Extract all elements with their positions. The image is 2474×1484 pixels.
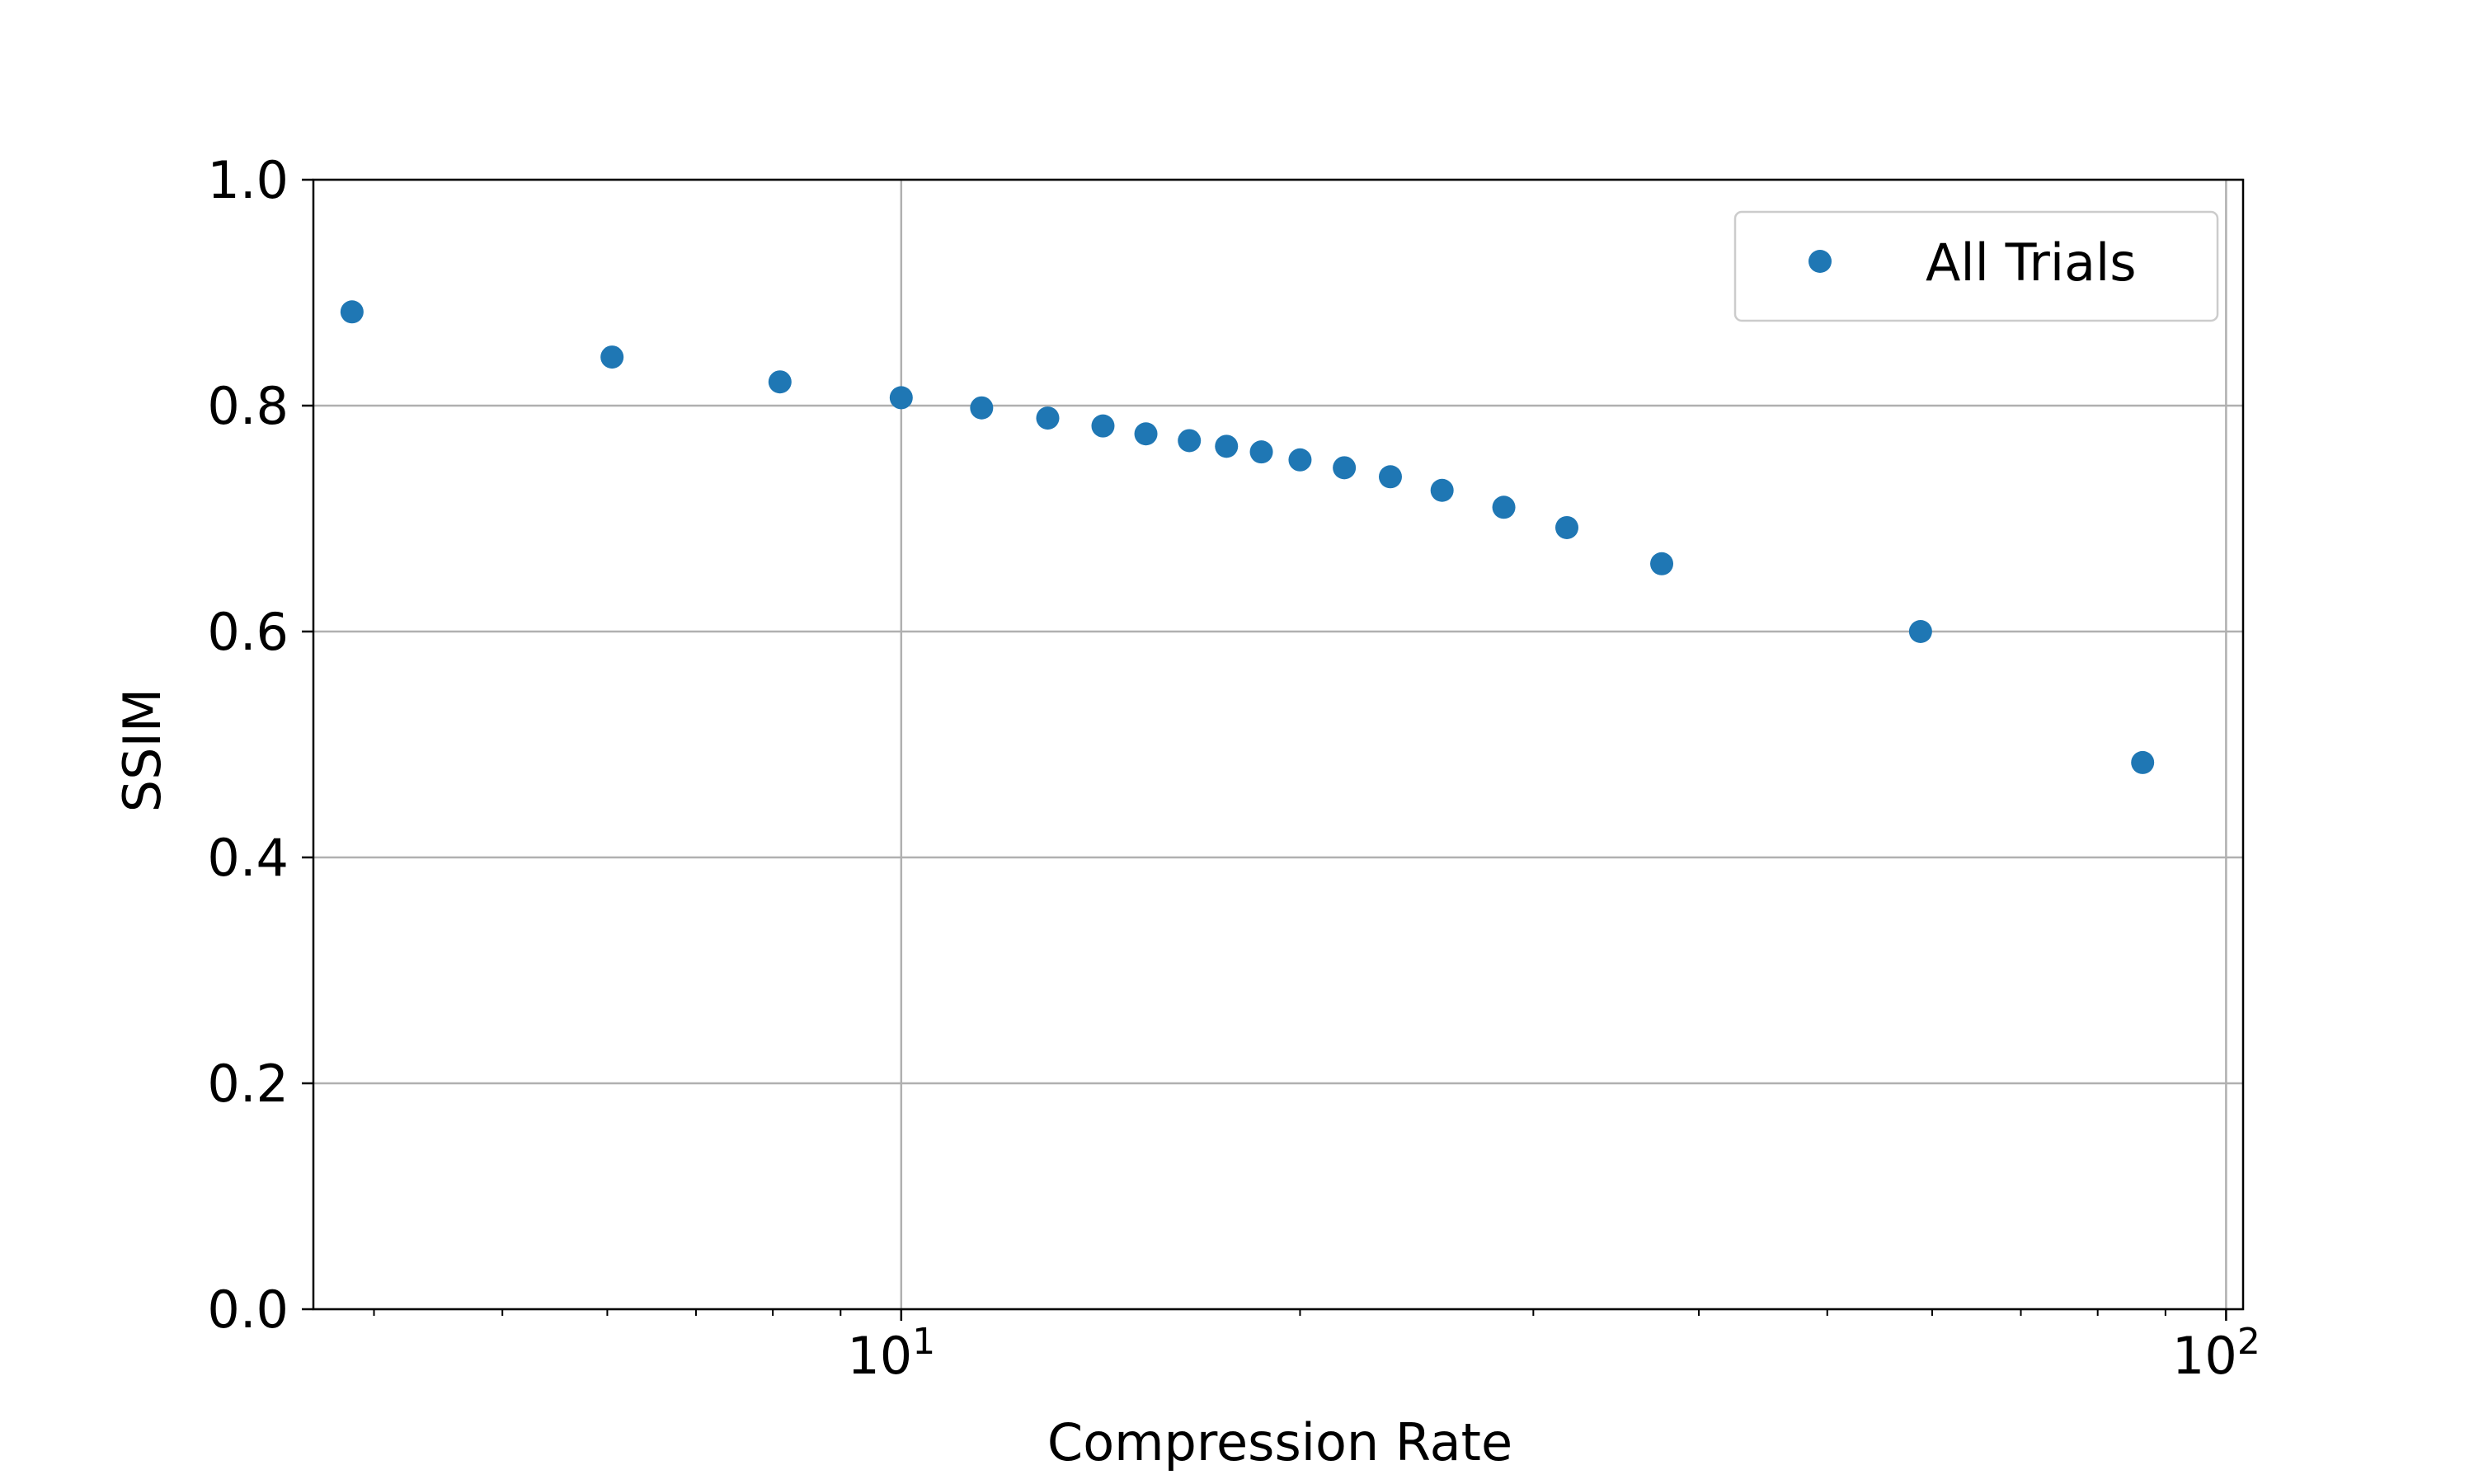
data-point [1178, 429, 1202, 453]
axis-ticks: 0.0 0.2 0.4 0.6 0.8 1.0 101 102 [207, 150, 2260, 1386]
data-point [1378, 465, 1402, 489]
data-point [340, 300, 364, 324]
y-tick-label: 1.0 [207, 150, 289, 210]
data-point [1554, 515, 1578, 539]
data-point [889, 386, 913, 410]
data-point [1036, 406, 1060, 430]
plot-area-frame [312, 178, 2245, 1311]
y-tick-label: 0.2 [207, 1054, 289, 1114]
y-tick-label: 0.8 [207, 376, 289, 436]
x-axis-label: Compression Rate [1047, 1412, 1512, 1472]
data-point [1288, 448, 1312, 472]
data-point [1908, 620, 1932, 643]
data-point [970, 396, 994, 420]
y-tick-label: 0.4 [207, 828, 289, 888]
data-point [1430, 478, 1454, 502]
data-point [1650, 552, 1674, 575]
x-tick-label: 101 [847, 1321, 935, 1386]
data-point [1215, 434, 1239, 458]
data-point [1249, 440, 1273, 464]
data-point [768, 370, 792, 394]
data-point [1333, 456, 1357, 480]
legend: All Trials [1733, 210, 2219, 322]
y-tick-label: 0.0 [207, 1280, 289, 1340]
grid-lines [313, 178, 2243, 1311]
legend-marker [1808, 250, 1832, 273]
data-point [2131, 750, 2155, 774]
y-axis-label: SSIM [112, 688, 172, 813]
y-tick-label: 0.6 [207, 602, 289, 662]
legend-label: All Trials [1926, 232, 2137, 293]
data-point [600, 345, 624, 369]
data-point [1091, 414, 1115, 438]
data-point [1134, 422, 1158, 446]
data-point [1492, 495, 1516, 519]
legend-box [1733, 210, 2219, 322]
x-tick-label: 102 [2172, 1321, 2260, 1386]
data-points [340, 300, 2155, 774]
